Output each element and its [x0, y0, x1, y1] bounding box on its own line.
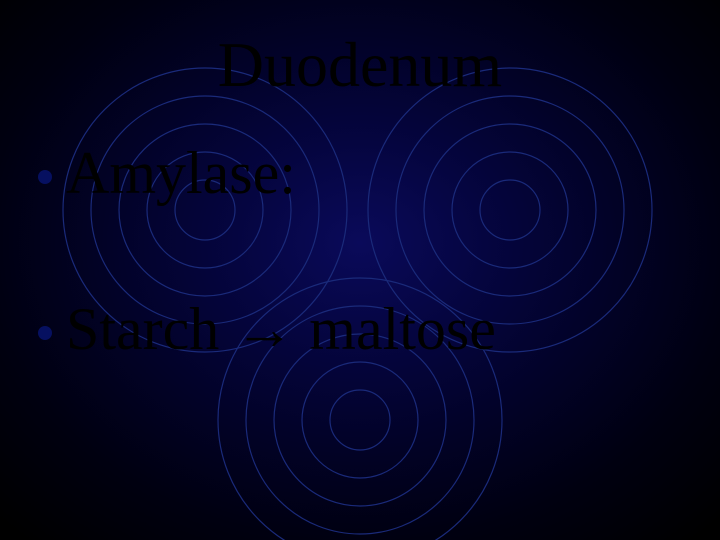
bullet-text: Amylase: — [66, 140, 296, 206]
bullet-list: Amylase: Starch → maltose — [38, 140, 496, 362]
bullet-text: Starch → maltose — [66, 296, 496, 362]
bullet-item: Starch → maltose — [38, 296, 496, 362]
bullet-dot-icon — [38, 170, 52, 184]
bullet-item: Amylase: — [38, 140, 496, 206]
slide-title: Duodenum — [0, 28, 720, 102]
bullet-dot-icon — [38, 326, 52, 340]
slide: Duodenum Amylase: Starch → maltose — [0, 0, 720, 540]
ring — [330, 390, 390, 450]
ring — [302, 362, 418, 478]
